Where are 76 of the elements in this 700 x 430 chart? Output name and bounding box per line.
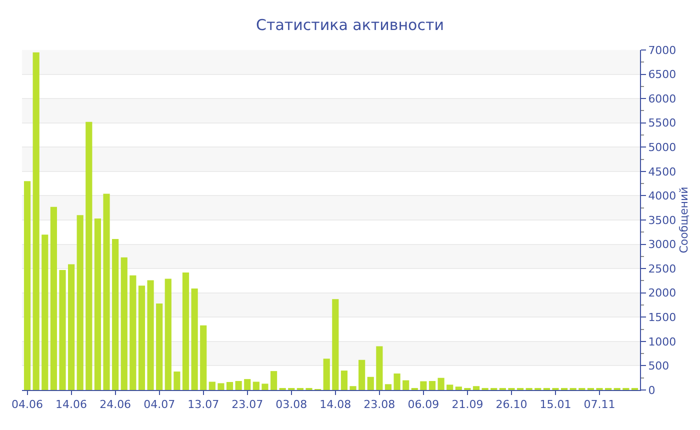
bar (226, 382, 234, 390)
bar (358, 360, 366, 390)
bar (182, 272, 190, 390)
y-axis-title: Сообщений (677, 186, 690, 254)
y-tick-label: 6500 (648, 68, 676, 82)
y-tick-label: 1500 (648, 310, 676, 324)
bar (86, 122, 92, 390)
bar (262, 384, 268, 390)
bar (446, 384, 454, 390)
bar (147, 280, 154, 390)
x-tick-label: 06.09 (408, 398, 440, 412)
bar (208, 382, 216, 390)
bar (438, 378, 444, 390)
bar (252, 382, 260, 390)
chart-title: Статистика активности (256, 16, 444, 34)
y-tick-label: 7000 (648, 44, 676, 57)
bar (323, 358, 330, 390)
bar (376, 346, 383, 390)
bar (332, 299, 339, 390)
bar (340, 370, 348, 390)
x-tick-label: 24.06 (100, 398, 132, 412)
bar (59, 270, 66, 390)
bar (50, 206, 57, 390)
bar (103, 194, 110, 390)
y-tick-label: 6000 (648, 92, 676, 106)
bar (402, 380, 410, 390)
bar (174, 372, 180, 390)
y-tick-label: 4500 (648, 165, 676, 178)
bar (350, 386, 356, 390)
y-tick-label: 1000 (648, 335, 676, 348)
bar (367, 376, 374, 390)
x-tick-label: 07.11 (584, 398, 616, 412)
bar (270, 371, 278, 390)
bar (138, 286, 146, 390)
x-tick-label: 23.07 (232, 398, 264, 412)
y-tick-label: 2500 (648, 262, 676, 276)
y-tick-label: 5000 (648, 140, 676, 154)
y-tick-label: 3500 (648, 214, 676, 227)
y-tick-label: 5500 (648, 116, 676, 130)
bar (76, 215, 84, 390)
x-tick-label: 23.08 (364, 398, 396, 412)
y-tick-label: 4000 (648, 190, 676, 203)
bar (32, 52, 40, 390)
bar (68, 264, 75, 390)
x-tick-label: 04.07 (144, 398, 176, 412)
x-tick-label: 04.06 (12, 398, 44, 412)
y-tick-label: 500 (648, 360, 670, 373)
x-tick-label: 21.09 (452, 398, 484, 412)
y-tick-label: 0 (648, 384, 656, 397)
bar (112, 238, 119, 390)
bar (428, 381, 436, 390)
x-tick-label: 26.10 (496, 398, 528, 412)
bar (120, 257, 128, 390)
bar (218, 383, 224, 390)
bar (130, 275, 136, 390)
bar (24, 181, 31, 390)
bar (244, 379, 251, 390)
x-tick-label: 14.06 (56, 398, 88, 412)
bar (42, 234, 48, 390)
bar (455, 386, 462, 390)
bar (200, 325, 207, 390)
y-tick-label: 2000 (648, 286, 676, 300)
bar (235, 381, 242, 390)
bar (384, 384, 392, 390)
y-tick-label: 3000 (648, 238, 676, 252)
bar (94, 218, 102, 390)
bar (472, 386, 480, 390)
x-tick-label: 03.08 (276, 398, 308, 412)
bar (164, 278, 172, 390)
x-tick-label: 13.07 (188, 398, 220, 412)
bar (394, 373, 400, 390)
bar (191, 288, 198, 390)
bar (420, 381, 427, 390)
bar (156, 304, 163, 390)
x-tick-label: 14.08 (320, 398, 352, 412)
x-tick-label: 15.01 (540, 398, 572, 412)
